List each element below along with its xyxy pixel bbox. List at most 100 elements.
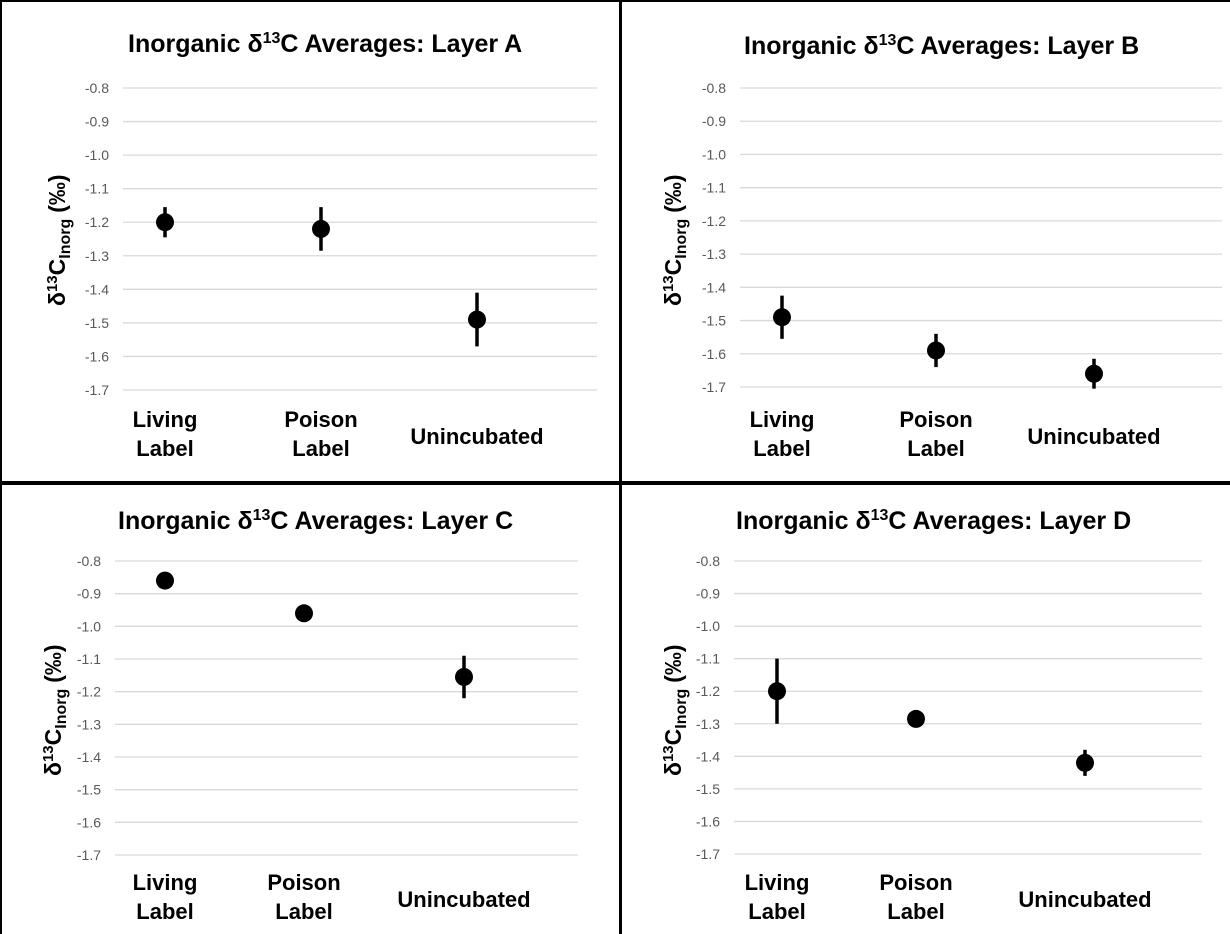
y-tick-label: -1.2	[77, 684, 101, 700]
plot-area-d: -0.8 -0.9 -1.0 -1.1 -1.2 -1.3 -1.4 -1.5 -1.6 -1.7…	[696, 553, 1202, 924]
y-tick-label: -1.0	[702, 146, 726, 162]
y-tick-label: -1.0	[85, 147, 109, 163]
y-tick-label: -1.1	[696, 651, 720, 667]
x-category-label: Label	[748, 899, 805, 924]
y-tick-label: -1.6	[85, 348, 109, 364]
x-category-label: Poison	[267, 870, 340, 895]
y-tick-label: -1.3	[77, 716, 101, 732]
chart-title-b: Inorganic δ13C Averages: Layer B	[744, 32, 1139, 61]
y-axis-label-c: δ13CInorg (‰)	[40, 644, 70, 776]
y-tick-label: -1.7	[85, 382, 109, 398]
y-label-subscript: Inorg	[53, 688, 70, 729]
chart-title-prefix: Inorganic δ	[744, 32, 879, 60]
y-tick-label: -1.2	[85, 214, 109, 230]
y-tick-label: -1.0	[696, 618, 720, 634]
chart-title-superscript: 13	[262, 30, 281, 47]
y-tick-label: -1.7	[77, 847, 101, 863]
y-label-superscript: 13	[660, 275, 677, 293]
y-axis-label-d: δ13CInorg (‰)	[660, 644, 690, 776]
data-point	[927, 341, 945, 360]
plot-area-a: -0.8 -0.9 -1.0 -1.1 -1.2 -1.3 -1.4 -1.5 -1.6 -1.7…	[85, 80, 597, 461]
y-tick-label: -1.6	[696, 813, 720, 829]
y-tick-label: -0.8	[702, 80, 726, 96]
vertical-divider	[619, 0, 622, 934]
chart-title-superscript: 13	[252, 507, 271, 524]
y-axis-label-b: δ13CInorg (‰)	[660, 174, 690, 306]
data-point	[312, 219, 330, 238]
chart-panel-b: Inorganic δ13C Averages: Layer B -0.8 -0.9…	[622, 0, 1230, 481]
x-category-label: Label	[907, 436, 964, 461]
data-point	[156, 571, 174, 590]
data-point	[468, 310, 486, 329]
figure-border-left	[0, 0, 2, 934]
x-category-label: Label	[136, 436, 193, 461]
x-category-label: Living	[133, 870, 198, 895]
data-point	[455, 667, 473, 686]
chart-title-c: Inorganic δ13C Averages: Layer C	[118, 507, 513, 536]
data-point	[768, 682, 786, 701]
data-point	[156, 213, 174, 232]
y-label-delta: δ	[40, 762, 66, 776]
x-category-label: Living	[133, 407, 198, 432]
y-label-superscript: 13	[660, 745, 677, 763]
x-category-label: Label	[753, 436, 810, 461]
x-category-label: Poison	[284, 407, 357, 432]
chart-title-prefix: Inorganic δ	[736, 507, 871, 535]
y-tick-label: -1.1	[77, 651, 101, 667]
y-label-delta: δ	[44, 292, 70, 306]
y-tick-label: -0.9	[702, 113, 726, 129]
x-category-label: Living	[750, 407, 815, 432]
y-axis-label-a: δ13CInorg (‰)	[44, 174, 74, 306]
x-category-label: Unincubated	[410, 424, 543, 449]
y-label-unit: (‰)	[40, 644, 66, 683]
chart-title-suffix: C Averages: Layer D	[888, 507, 1132, 535]
y-label-carbon: C	[660, 258, 686, 276]
chart-title-d: Inorganic δ13C Averages: Layer D	[736, 507, 1131, 536]
y-label-delta: δ	[660, 292, 686, 306]
y-label-carbon: C	[44, 258, 70, 276]
y-label-carbon: C	[40, 728, 66, 746]
plot-area-b: -0.8 -0.9 -1.0 -1.1 -1.2 -1.3 -1.4 -1.5 -1.6 -1.7…	[702, 80, 1222, 461]
y-tick-label: -1.5	[77, 782, 101, 798]
x-category-label: Living	[745, 870, 810, 895]
chart-panel-a: Inorganic δ13C Averages: Layer A -0.8 -0.9…	[0, 0, 619, 481]
y-tick-label: -1.7	[702, 379, 726, 395]
y-tick-label: -1.4	[77, 749, 101, 765]
y-tick-label: -0.8	[696, 553, 720, 569]
y-tick-label: -1.5	[85, 315, 109, 331]
y-tick-label: -0.8	[77, 553, 101, 569]
y-tick-label: -1.1	[85, 181, 109, 197]
x-category-label: Poison	[879, 870, 952, 895]
y-tick-label: -1.1	[702, 180, 726, 196]
y-tick-label: -1.2	[696, 683, 720, 699]
chart-title-superscript: 13	[870, 507, 889, 524]
horizontal-divider	[0, 481, 1230, 485]
y-tick-label: -1.6	[702, 346, 726, 362]
data-point	[295, 604, 313, 623]
y-tick-label: -1.3	[85, 248, 109, 264]
y-label-unit: (‰)	[660, 644, 686, 683]
x-category-label: Unincubated	[397, 887, 530, 912]
y-label-subscript: Inorg	[57, 218, 74, 259]
x-category-label: Label	[887, 899, 944, 924]
y-label-unit: (‰)	[660, 174, 686, 213]
x-category-label: Unincubated	[1018, 887, 1151, 912]
data-point	[1085, 364, 1103, 383]
x-category-label: Poison	[899, 407, 972, 432]
y-tick-label: -1.4	[85, 281, 109, 297]
y-tick-label: -0.9	[85, 114, 109, 130]
y-label-carbon: C	[660, 728, 686, 746]
y-label-subscript: Inorg	[673, 688, 690, 729]
x-category-label: Label	[275, 899, 332, 924]
chart-panel-d: Inorganic δ13C Averages: Layer D -0.8 -0.9…	[622, 485, 1230, 934]
y-label-unit: (‰)	[44, 174, 70, 213]
y-tick-label: -1.4	[702, 279, 726, 295]
chart-title-prefix: Inorganic δ	[118, 507, 253, 535]
y-tick-label: -1.5	[696, 781, 720, 797]
figure-border-top	[0, 0, 1230, 2]
y-tick-label: -1.6	[77, 814, 101, 830]
x-category-label: Label	[292, 436, 349, 461]
data-point	[1076, 753, 1094, 772]
y-tick-label: -1.3	[702, 246, 726, 262]
